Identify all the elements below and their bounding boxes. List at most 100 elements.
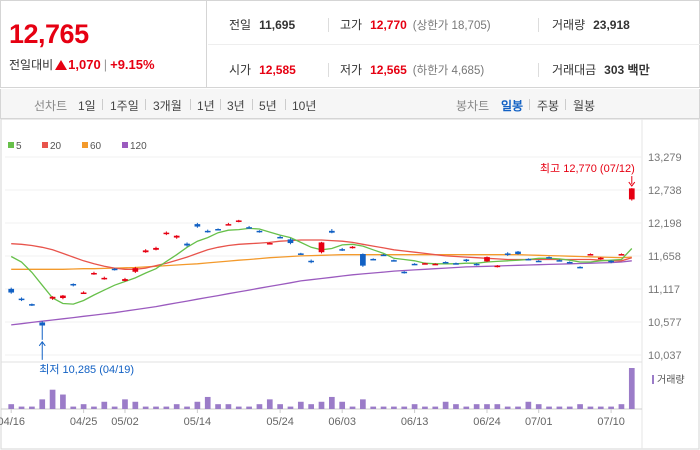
stat-value: 12,565 <box>370 63 407 77</box>
y-tick-label: 11,658 <box>648 251 681 263</box>
volume-bar <box>256 404 263 409</box>
volume-bar <box>70 406 77 409</box>
period-daily[interactable]: 일봉 <box>501 99 524 113</box>
volume-bar <box>101 401 108 409</box>
current-price: 12,765 <box>9 19 89 49</box>
volume-bar <box>360 399 366 409</box>
volume-bar <box>628 368 635 409</box>
candle-body <box>297 253 304 255</box>
volume-bar <box>401 406 408 409</box>
volume-bar <box>494 404 501 409</box>
volume-bar <box>411 404 418 409</box>
period-5y[interactable]: 5년 <box>259 99 277 113</box>
stat-label: 시가 <box>229 63 252 77</box>
volume-bar <box>194 401 201 409</box>
candle-body <box>608 260 614 263</box>
volume-bar <box>308 404 315 409</box>
volume-bar <box>473 404 480 409</box>
stat-amount: 거래대금 303 백만 <box>552 61 650 78</box>
price-chart: 13,279 12,738 12,198 11,658 11,117 10,577 10,0… <box>0 118 700 450</box>
candle-body <box>525 258 532 261</box>
stat-value: 23,918 <box>593 18 630 32</box>
candle-body <box>246 227 252 229</box>
candle-body <box>142 250 149 253</box>
candle-body <box>535 260 542 263</box>
candle-chart-label: 봉차트 <box>456 99 490 113</box>
divider <box>538 18 539 32</box>
toolbar-pipe <box>252 99 253 110</box>
period-weekly[interactable]: 주봉 <box>537 99 560 113</box>
stat-value: 12,770 <box>370 18 407 32</box>
period-1y[interactable]: 1년 <box>197 99 215 113</box>
volume-bar <box>391 406 397 409</box>
volume-bar <box>453 404 459 409</box>
stat-high: 고가 12,770 (상한가 18,705) <box>340 16 491 33</box>
period-3y[interactable]: 3년 <box>227 99 245 113</box>
candle-body <box>29 304 35 306</box>
volume-bar <box>587 406 594 409</box>
volume-bar <box>132 401 139 409</box>
candle-body <box>628 188 635 200</box>
volume-bar <box>142 406 149 409</box>
candle-body <box>473 263 480 266</box>
volume-bar <box>442 401 449 409</box>
candle-body <box>8 288 15 293</box>
volume-bar <box>577 404 583 409</box>
min-annotation: 최저 10,285 (04/19) <box>39 363 134 376</box>
volume-bar <box>349 406 356 409</box>
candle-body <box>184 243 190 246</box>
candle-body <box>204 230 211 233</box>
period-1d[interactable]: 1일 <box>78 99 96 113</box>
stat-sub: (상한가 18,705) <box>412 20 491 32</box>
candle-body <box>442 261 449 264</box>
candle-body <box>349 246 356 249</box>
max-annotation: 최고 12,770 (07/12) <box>540 162 635 175</box>
candle-body <box>153 247 159 250</box>
candle-body <box>215 229 221 231</box>
period-3m[interactable]: 3개월 <box>153 99 182 113</box>
legend-swatch <box>122 142 128 148</box>
candle-body <box>577 266 583 269</box>
volume-bar <box>266 399 273 409</box>
y-tick-label: 13,279 <box>648 152 682 164</box>
period-1w[interactable]: 1주일 <box>110 99 139 113</box>
volume-bar <box>184 406 190 409</box>
y-tick-label: 12,738 <box>648 185 682 197</box>
period-monthly[interactable]: 월봉 <box>573 99 596 113</box>
x-tick-label: 06/03 <box>328 416 356 428</box>
candle-body <box>318 242 325 253</box>
candle-body <box>225 224 232 226</box>
volume-bar <box>380 406 387 409</box>
stat-label: 저가 <box>340 63 363 77</box>
legend-label: 5 <box>16 141 22 152</box>
current-price-panel: 12,765 전일대비 1,070 | +9.15% <box>1 1 207 88</box>
toolbar-pipe <box>145 99 146 110</box>
change-label: 전일대비 <box>9 58 54 72</box>
legend-label: 20 <box>50 141 62 152</box>
period-10y[interactable]: 10년 <box>292 99 317 113</box>
toolbar-pipe <box>285 99 286 110</box>
legend-label: 60 <box>90 141 102 152</box>
volume-bar <box>163 406 170 409</box>
volume-bar <box>91 406 97 409</box>
line-chart-label: 선차트 <box>34 99 68 113</box>
divider <box>538 63 539 77</box>
candle-body <box>587 254 594 256</box>
candle-body <box>49 296 56 299</box>
x-tick-label: 07/01 <box>525 416 553 428</box>
candle-body <box>463 259 470 262</box>
volume-bar <box>504 406 511 409</box>
stat-label: 고가 <box>340 18 363 32</box>
candle-body <box>422 263 428 265</box>
stat-open: 시가 12,585 <box>229 61 296 78</box>
volume-bar <box>215 404 221 409</box>
divider <box>328 18 329 32</box>
x-tick-label: 06/24 <box>473 416 501 428</box>
volume-bar <box>297 401 304 409</box>
candle-body <box>91 272 97 275</box>
candle-body <box>256 230 263 233</box>
candle-body <box>308 260 315 263</box>
candle-body <box>194 224 201 227</box>
volume-bar <box>535 404 542 409</box>
toolbar-pipe <box>190 99 191 110</box>
